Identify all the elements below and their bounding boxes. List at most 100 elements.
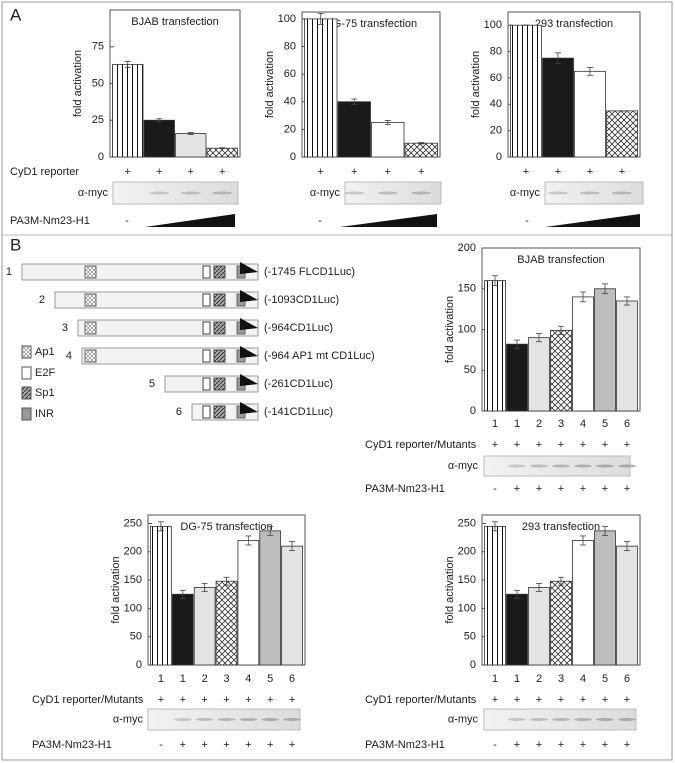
- blot-band: [180, 191, 201, 195]
- row-mark: +: [267, 694, 273, 706]
- y-tick-label: 0: [470, 405, 476, 417]
- y-tick-label: 0: [136, 659, 142, 671]
- x-tick-label: 1: [180, 673, 186, 685]
- row-mark: +: [624, 439, 630, 451]
- error-bar: [156, 118, 163, 123]
- row-mark: +: [351, 166, 357, 178]
- bar: [337, 101, 371, 158]
- x-tick-label: 4: [245, 673, 251, 685]
- row-label: CyD1 reporter/Mutants: [32, 694, 144, 706]
- row-mark: +: [558, 694, 564, 706]
- x-tick-label: 1: [514, 673, 520, 685]
- bar: [371, 122, 405, 158]
- row-mark: +: [223, 694, 229, 706]
- x-tick-label: 6: [624, 418, 630, 430]
- row-mark: +: [536, 694, 542, 706]
- construct-bar: [77, 319, 259, 337]
- row-mark: +: [385, 166, 391, 178]
- construct-label: (-1093CD1Luc): [264, 294, 339, 306]
- row-label: PA3M-Nm23-H1: [365, 739, 445, 751]
- row-label: CyD1 reporter/Mutants: [365, 694, 477, 706]
- y-tick-label: 200: [458, 546, 476, 558]
- row-mark: +: [536, 739, 542, 751]
- y-tick-label: 0: [290, 151, 296, 163]
- row-mark: +: [580, 694, 586, 706]
- row-mark: +: [201, 739, 207, 751]
- row-mark: +: [514, 694, 520, 706]
- dose-triangle: [340, 214, 437, 227]
- row-mark: +: [289, 739, 295, 751]
- y-tick-label: 250: [124, 517, 142, 529]
- error-bar: [179, 589, 186, 599]
- error-bar: [187, 132, 194, 135]
- error-bar: [514, 339, 520, 349]
- error-bar: [602, 283, 608, 295]
- y-tick-label: 100: [278, 13, 296, 25]
- x-tick-label: 3: [558, 418, 564, 430]
- y-tick-label: 60: [284, 68, 296, 80]
- error-bar: [384, 120, 391, 125]
- y-tick-label: 50: [464, 631, 476, 643]
- ap1-site: [84, 321, 97, 335]
- bar: [510, 24, 542, 158]
- ap1-site: [84, 265, 97, 279]
- blot-label: α-myc: [448, 713, 479, 725]
- x-tick-label: 1: [492, 673, 498, 685]
- row-mark: +: [602, 739, 608, 751]
- bar: [528, 587, 550, 666]
- x-tick-label: 1: [492, 418, 498, 430]
- row-mark: +: [514, 483, 520, 495]
- y-axis-label: fold activation: [444, 296, 456, 363]
- row-mark: +: [580, 483, 586, 495]
- error-bar: [587, 66, 593, 76]
- construct-number: 5: [149, 378, 155, 390]
- blot-band: [283, 718, 302, 721]
- bar: [112, 63, 144, 158]
- error-bar: [624, 296, 630, 306]
- row-mark: +: [619, 166, 625, 178]
- chart-title: 293 transfection: [535, 18, 613, 30]
- y-tick-label: 50: [464, 364, 476, 376]
- legend-label: E2F: [35, 367, 55, 379]
- error-bar: [536, 333, 542, 343]
- promoter-arrow: [240, 346, 258, 358]
- y-tick-label: 100: [484, 19, 502, 31]
- x-tick-label: 1: [158, 673, 164, 685]
- chart-title: BJAB transfection: [517, 254, 604, 266]
- blot-band: [195, 718, 214, 721]
- row-mark: +: [492, 694, 498, 706]
- y-tick-label: 250: [458, 517, 476, 529]
- error-bar: [201, 583, 208, 592]
- bar: [572, 540, 594, 666]
- y-tick-label: 20: [284, 123, 296, 135]
- blot-band: [574, 464, 592, 468]
- bar: [150, 525, 172, 666]
- row-mark: +: [555, 166, 561, 178]
- sp1-site: [213, 293, 226, 307]
- error-bar: [317, 12, 324, 25]
- row-mark: +: [180, 694, 186, 706]
- y-tick-label: 100: [458, 602, 476, 614]
- sp1-site: [213, 349, 226, 363]
- row-mark: +: [188, 166, 194, 178]
- y-tick-label: 40: [490, 98, 502, 110]
- construct-number: 1: [6, 266, 12, 278]
- row-mark: +: [602, 439, 608, 451]
- blot-label: α-myc: [113, 713, 144, 725]
- row-mark: +: [125, 166, 131, 178]
- blot-label: α-myc: [510, 187, 541, 199]
- promoter-arrow: [240, 402, 258, 414]
- chart-title: BJAB transfection: [131, 16, 218, 28]
- e2f-site: [202, 349, 211, 363]
- error-bar: [267, 525, 274, 536]
- bar: [484, 280, 506, 412]
- legend-label: Ap1: [35, 346, 55, 358]
- promoter-arrow: [240, 374, 258, 386]
- legend-swatch: [21, 407, 32, 421]
- bar: [542, 57, 574, 158]
- construct-label: (-1745 FLCD1Luc): [264, 266, 355, 278]
- row-mark: +: [602, 483, 608, 495]
- y-axis-label: fold activation: [470, 51, 482, 118]
- y-tick-label: 80: [284, 40, 296, 52]
- x-tick-label: 4: [580, 418, 586, 430]
